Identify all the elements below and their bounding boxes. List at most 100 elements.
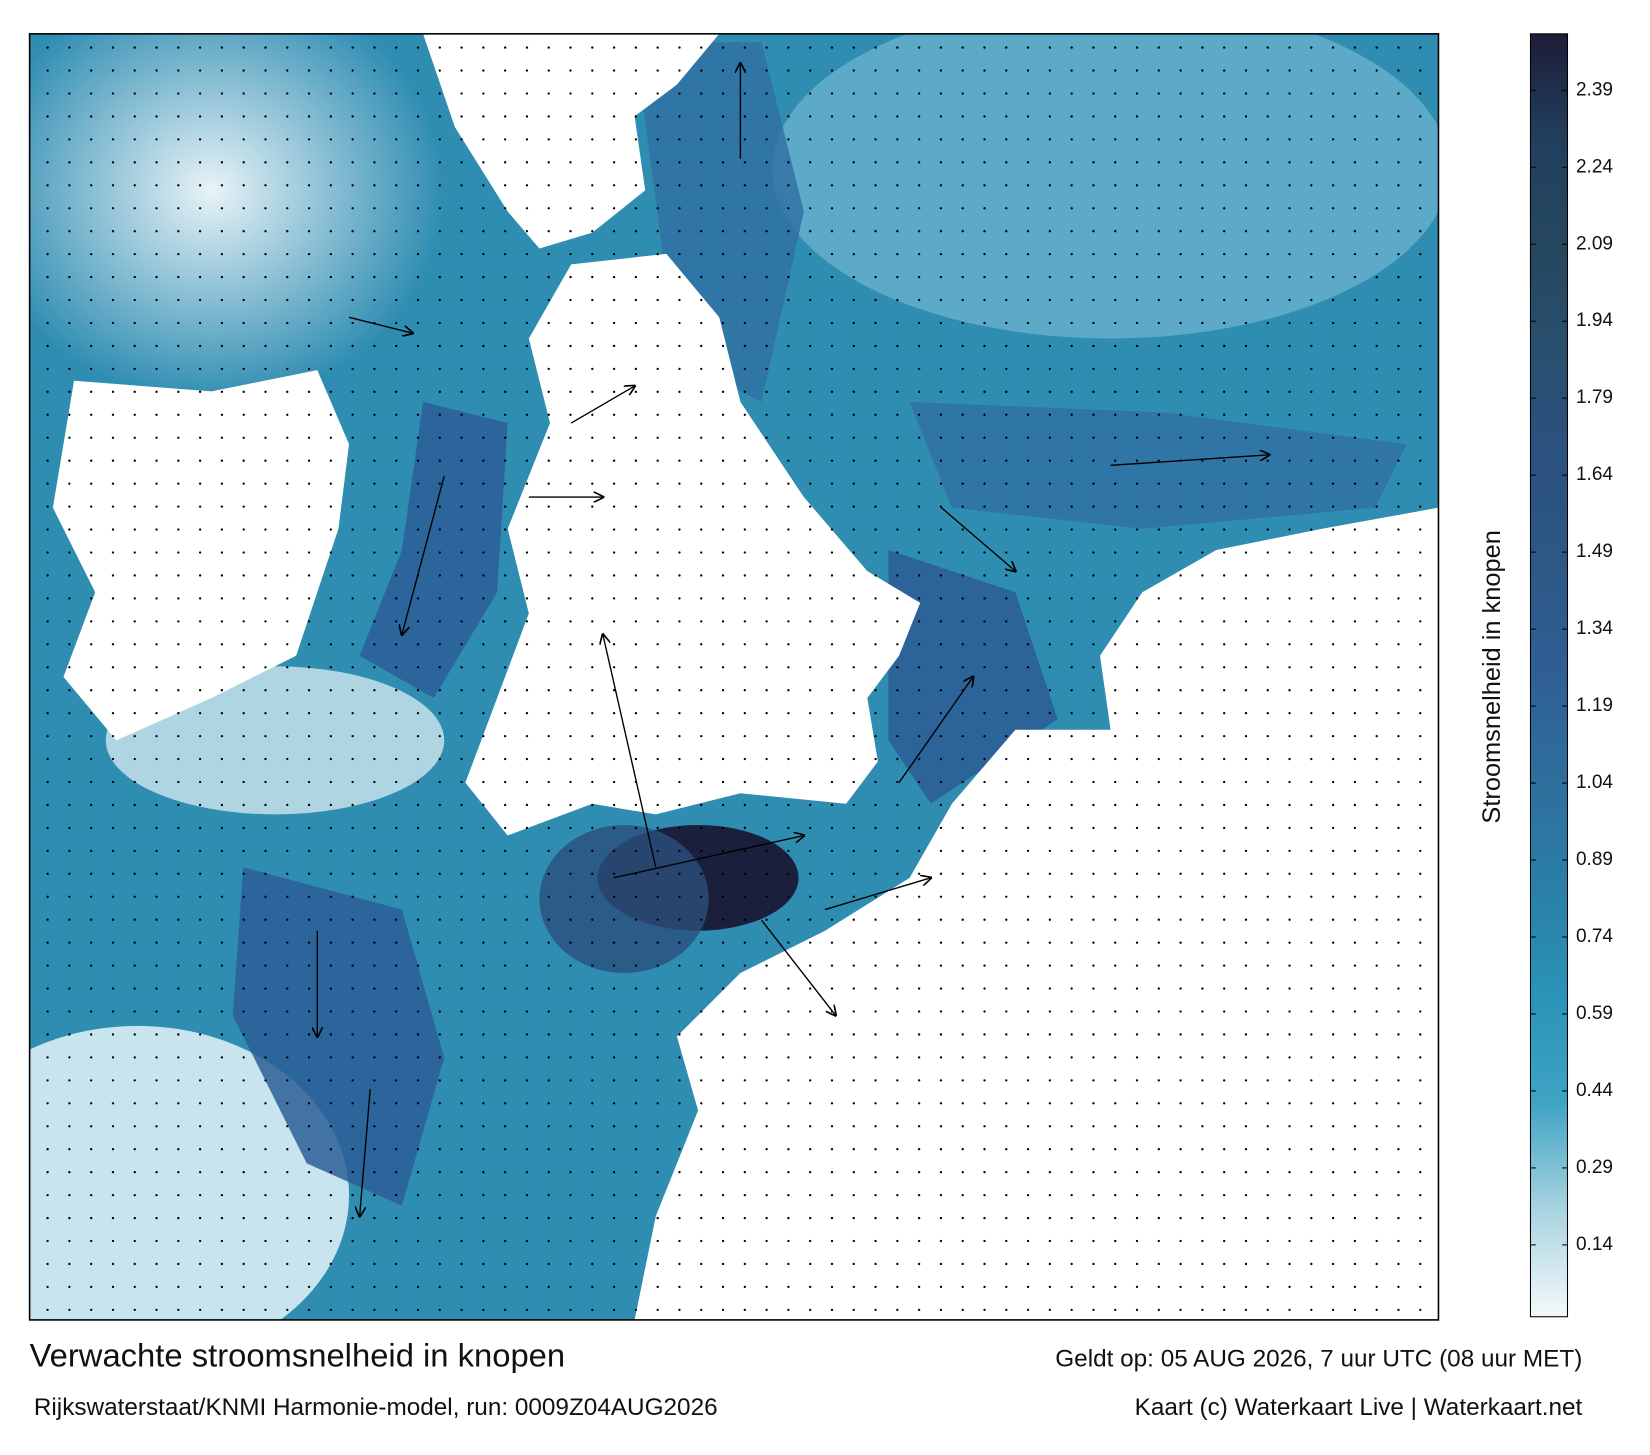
- grid-dot: [678, 252, 681, 256]
- grid-dot: [874, 252, 877, 256]
- grid-dot: [1114, 987, 1117, 990]
- grid-dot: [612, 918, 616, 921]
- grid-dot: [1179, 643, 1182, 646]
- grid-dot: [351, 184, 354, 187]
- grid-dot: [1375, 482, 1378, 485]
- grid-dot: [111, 138, 115, 141]
- grid-dot: [1179, 1148, 1182, 1151]
- grid-dot: [395, 1216, 398, 1220]
- grid-dot: [787, 1170, 790, 1174]
- grid-dot: [852, 849, 855, 853]
- grid-dot: [634, 344, 638, 348]
- arrow: [603, 635, 657, 868]
- grid-dot: [743, 275, 746, 279]
- grid-dot: [961, 803, 964, 807]
- grid-dot: [656, 1170, 659, 1174]
- grid-dot: [1266, 275, 1269, 279]
- grid-dot: [634, 46, 638, 49]
- grid-dot: [1244, 321, 1248, 325]
- grid-dot: [1026, 643, 1030, 646]
- grid-dot: [1223, 1216, 1226, 1220]
- grid-dot: [939, 1102, 943, 1105]
- grid-dot: [1201, 161, 1204, 164]
- grid-dot: [569, 1193, 572, 1197]
- colorbar-tick-label: 2.24: [1576, 156, 1613, 177]
- grid-dot: [307, 367, 311, 371]
- grid-dot: [198, 734, 202, 738]
- grid-dot: [68, 757, 71, 761]
- grid-dot: [1419, 275, 1422, 279]
- grid-dot: [961, 436, 964, 439]
- grid-dot: [721, 1239, 725, 1243]
- grid-dot: [1092, 551, 1095, 554]
- grid-dot: [569, 1262, 572, 1266]
- grid-dot: [809, 482, 812, 485]
- grid-dot: [1092, 1079, 1095, 1082]
- grid-dot: [1114, 92, 1117, 95]
- grid-dot: [1288, 620, 1291, 623]
- grid-dot: [1026, 505, 1030, 508]
- grid-dot: [591, 1308, 594, 1312]
- grid-dot: [612, 803, 616, 807]
- grid-dot: [198, 184, 202, 187]
- grid-dot: [569, 46, 572, 49]
- grid-dot: [1179, 689, 1182, 692]
- grid-dot: [286, 711, 289, 715]
- grid-dot: [1223, 528, 1226, 531]
- grid-dot: [896, 1216, 899, 1220]
- grid-dot: [351, 1102, 354, 1105]
- grid-dot: [1223, 620, 1226, 623]
- grid-dot: [111, 1148, 115, 1151]
- grid-dot: [503, 574, 507, 577]
- grid-dot: [721, 872, 725, 875]
- grid-dot: [1157, 505, 1160, 508]
- grid-dot: [765, 1216, 768, 1220]
- grid-dot: [1005, 367, 1008, 371]
- grid-dot: [678, 597, 681, 600]
- grid-dot: [1201, 1079, 1204, 1082]
- grid-dot: [547, 574, 550, 577]
- grid-dot: [90, 597, 93, 600]
- grid-dot: [1114, 1262, 1117, 1266]
- grid-dot: [634, 689, 638, 692]
- grid-dot: [743, 1148, 746, 1151]
- grid-dot: [743, 505, 746, 508]
- grid-dot: [68, 964, 71, 967]
- grid-dot: [1114, 918, 1117, 921]
- grid-dot: [1266, 574, 1269, 577]
- grid-dot: [961, 849, 964, 853]
- grid-dot: [416, 161, 420, 164]
- grid-dot: [242, 780, 245, 784]
- grid-dot: [373, 69, 376, 72]
- grid-dot: [983, 1285, 986, 1289]
- grid-dot: [482, 1193, 485, 1197]
- grid-dot: [416, 1125, 420, 1128]
- grid-dot: [68, 1193, 71, 1197]
- grid-dot: [1223, 826, 1226, 830]
- grid-dot: [438, 1193, 441, 1197]
- grid-dot: [1026, 734, 1030, 738]
- grid-dot: [983, 1125, 986, 1128]
- grid-dot: [329, 161, 333, 164]
- grid-dot: [503, 321, 507, 325]
- grid-dot: [1157, 1216, 1160, 1220]
- grid-dot: [438, 115, 441, 118]
- grid-dot: [1157, 482, 1160, 485]
- grid-dot: [264, 184, 267, 187]
- grid-dot: [1201, 574, 1204, 577]
- grid-dot: [1331, 1239, 1335, 1243]
- grid-dot: [329, 964, 333, 967]
- grid-dot: [46, 849, 49, 853]
- grid-dot: [351, 711, 354, 715]
- grid-dot: [198, 803, 202, 807]
- grid-dot: [264, 528, 267, 531]
- grid-dot: [90, 161, 93, 164]
- grid-dot: [547, 757, 550, 761]
- grid-dot: [1201, 734, 1204, 738]
- grid-dot: [460, 528, 463, 531]
- grid-dot: [286, 872, 289, 875]
- grid-dot: [416, 252, 420, 256]
- grid-dot: [460, 482, 463, 485]
- grid-dot: [1397, 184, 1400, 187]
- grid-dot: [133, 964, 136, 967]
